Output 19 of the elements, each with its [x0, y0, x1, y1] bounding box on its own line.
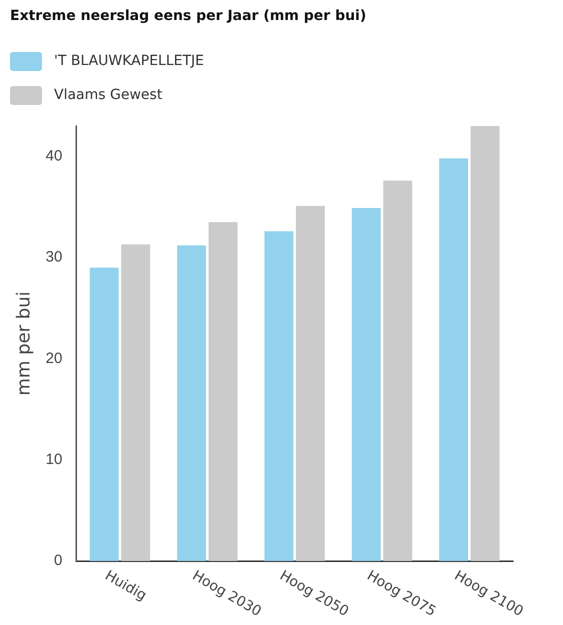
bar	[439, 158, 468, 561]
bar	[470, 126, 500, 561]
legend-label: Vlaams Gewest	[54, 87, 162, 103]
bar	[177, 245, 206, 561]
y-tick-label: 10	[46, 450, 62, 468]
chart-title: Extreme neerslag eens per Jaar (mm per bui)	[10, 8, 366, 24]
bar	[90, 268, 119, 561]
bar	[383, 180, 412, 561]
bar	[208, 222, 238, 561]
y-tick-label: 20	[46, 350, 62, 367]
bar	[121, 244, 150, 561]
y-tick-label: 30	[46, 248, 62, 266]
legend-label: 'T BLAUWKAPELLETJE	[54, 53, 204, 69]
bar	[296, 206, 325, 561]
y-axis-title: mm per bui	[13, 291, 34, 396]
y-tick-label: 0	[54, 552, 62, 570]
bar	[264, 231, 294, 561]
bar	[352, 208, 381, 561]
y-tick-label: 40	[46, 147, 62, 164]
